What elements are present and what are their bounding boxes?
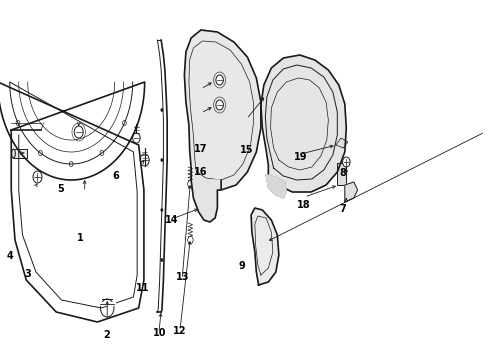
Text: 18: 18 <box>297 200 310 210</box>
Text: 19: 19 <box>293 152 306 162</box>
Circle shape <box>122 121 126 126</box>
Text: 16: 16 <box>194 167 207 177</box>
Circle shape <box>100 299 114 317</box>
Polygon shape <box>335 138 347 148</box>
Circle shape <box>161 258 163 261</box>
Polygon shape <box>251 208 278 285</box>
Text: 1: 1 <box>77 233 83 243</box>
Ellipse shape <box>12 149 15 158</box>
Polygon shape <box>187 180 193 188</box>
Polygon shape <box>184 30 260 190</box>
Text: 4: 4 <box>7 251 14 261</box>
Polygon shape <box>191 180 221 222</box>
Text: 7: 7 <box>339 204 346 214</box>
Circle shape <box>74 126 83 138</box>
Circle shape <box>140 154 149 166</box>
Text: 13: 13 <box>175 272 189 282</box>
Bar <box>337 163 346 185</box>
Text: 17: 17 <box>194 144 207 154</box>
Text: 8: 8 <box>339 168 346 178</box>
Polygon shape <box>260 55 346 192</box>
Circle shape <box>215 75 223 85</box>
Bar <box>14 149 27 158</box>
Text: 6: 6 <box>112 171 119 181</box>
Text: 9: 9 <box>238 261 245 271</box>
Text: 15: 15 <box>239 145 253 156</box>
Text: 3: 3 <box>24 269 31 279</box>
Polygon shape <box>344 182 357 202</box>
Circle shape <box>215 100 223 110</box>
Circle shape <box>33 171 42 183</box>
Circle shape <box>161 108 163 112</box>
Polygon shape <box>187 237 193 243</box>
Circle shape <box>39 150 42 156</box>
Circle shape <box>161 158 163 162</box>
Circle shape <box>100 150 103 156</box>
Circle shape <box>342 157 349 167</box>
Circle shape <box>132 133 140 143</box>
Text: 11: 11 <box>135 283 149 293</box>
Circle shape <box>16 121 20 126</box>
Circle shape <box>161 208 163 212</box>
Polygon shape <box>265 175 286 198</box>
Text: 2: 2 <box>102 330 109 340</box>
Text: 14: 14 <box>164 215 178 225</box>
Text: 10: 10 <box>152 328 166 338</box>
Text: 12: 12 <box>172 326 186 336</box>
Text: 5: 5 <box>57 184 64 194</box>
Circle shape <box>69 162 73 166</box>
